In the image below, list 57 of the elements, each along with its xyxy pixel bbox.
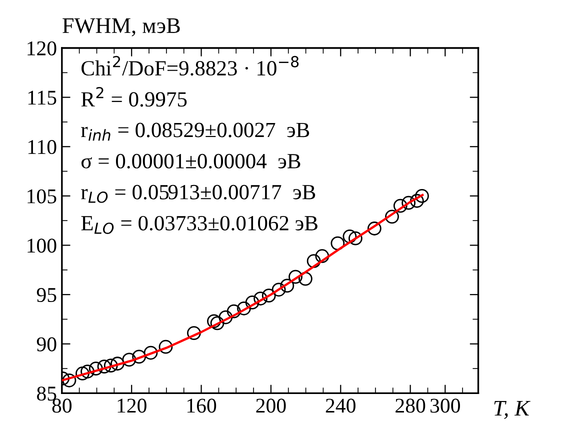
point [385,210,399,224]
y-tick-label: 85 [37,386,56,401]
y-tick-label: 105 [28,189,56,204]
point [158,340,173,354]
point [254,292,268,306]
point [210,316,224,330]
point [415,189,429,203]
point [367,222,382,236]
point [237,301,251,316]
point [132,350,146,364]
point [104,358,118,373]
point [348,231,362,246]
point [306,254,321,268]
annotation: E$_{LO}$ = 0.03733±0.01062 эВ [81,216,318,234]
x-axis-title: T, K [494,400,530,419]
point [80,364,94,378]
point [187,326,201,340]
point [226,304,241,318]
y-tick-label: 120 [28,41,56,56]
y-tick-label: 100 [28,238,56,253]
point [245,296,260,310]
point [280,278,294,293]
point [402,196,416,210]
point [272,282,286,297]
point [110,356,124,371]
annotation: R$^{2}$ = 0.9975 [81,86,187,107]
point [88,362,103,376]
point [288,270,302,284]
point [315,249,330,264]
x-tick-label: 160 [187,398,216,413]
point [342,229,357,244]
point [410,194,424,208]
point [76,366,90,380]
x-tick-label: 300 [430,398,460,413]
point [62,373,76,388]
y-tick-label: 95 [36,288,56,302]
point [144,346,158,360]
x-tick-label: 200 [256,398,286,413]
annotation: σ = 0.00001±0.00004 эВ [81,154,300,169]
point [262,288,276,303]
annotation: r$_{LO}$ = 0.05913±0.00717 эВ [81,184,316,203]
annotation: Chi$^{2}$/DoF=9.8823 · 10$^{−8}$ [82,56,299,76]
point [393,198,408,213]
x-tick-label: 80 [52,398,72,413]
x-tick-label: 240 [326,398,356,413]
point [298,272,312,286]
point [122,352,136,367]
y-tick-label: 110 [28,140,56,154]
y-tick-label: 90 [36,337,56,352]
x-tick-label: 120 [118,398,146,413]
point [218,310,233,324]
y-axis-title: FWHM, мэВ [62,18,180,36]
point [97,360,112,374]
x-tick-label: 280 [396,398,426,413]
annotation: r$_{inh}$ = 0.08529±0.0027 эВ [81,122,310,141]
y-tick-label: 115 [28,90,56,105]
point [207,314,221,328]
